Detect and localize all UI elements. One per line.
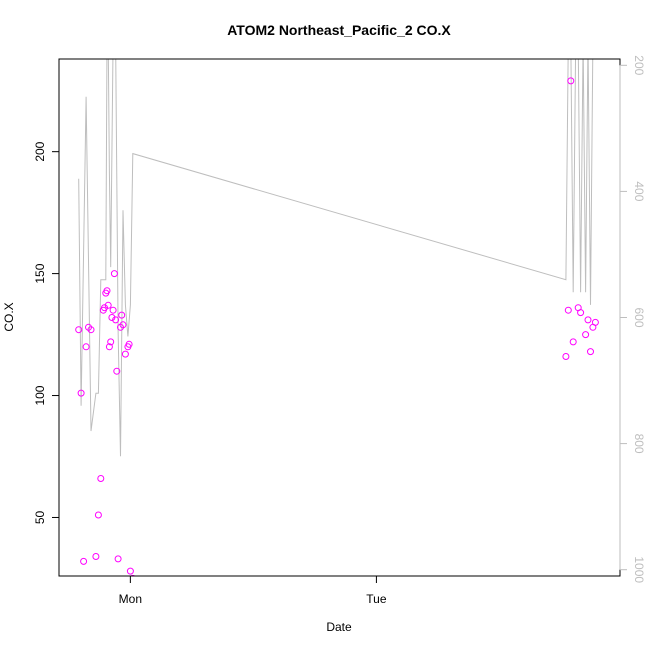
data-point <box>584 316 592 324</box>
data-point <box>582 331 590 339</box>
y-tick-label: 50 <box>33 510 47 524</box>
data-point <box>587 348 594 356</box>
data-point <box>113 367 121 375</box>
data-point <box>82 343 90 351</box>
data-point <box>121 350 129 358</box>
x-tick-label: Tue <box>366 592 387 606</box>
y-axis-label: CO.X <box>2 302 16 331</box>
right-tick-label: 1000 <box>632 556 646 583</box>
data-point <box>97 475 105 482</box>
data-point <box>114 555 122 563</box>
right-tick-label: 600 <box>632 307 646 327</box>
data-point <box>126 567 134 575</box>
data-point <box>105 343 113 351</box>
data-point <box>118 311 126 319</box>
plot-frame <box>58 58 621 577</box>
series-line <box>78 59 594 457</box>
data-point <box>567 77 575 85</box>
data-point <box>103 287 111 295</box>
data-point <box>109 306 117 314</box>
data-point <box>94 511 102 519</box>
data-point <box>104 301 112 309</box>
data-point <box>569 338 577 346</box>
data-point <box>562 353 570 360</box>
right-tick-label: 800 <box>632 434 646 454</box>
right-tick-label: 400 <box>632 181 646 201</box>
data-point <box>101 304 108 312</box>
x-axis-label: Date <box>326 620 352 634</box>
y-tick-label: 100 <box>33 385 47 405</box>
line-series <box>78 59 594 457</box>
y-axis: 50 100 150 200 <box>33 141 60 524</box>
data-point <box>591 318 599 326</box>
x-tick-label: Mon <box>119 592 142 606</box>
right-tick-label: 200 <box>632 55 646 75</box>
data-point <box>92 553 100 560</box>
data-point <box>564 306 572 314</box>
right-axis: 200 400 600 800 1000 <box>619 55 646 583</box>
data-point <box>87 326 95 334</box>
data-point <box>75 326 83 334</box>
data-point <box>80 557 88 565</box>
y-tick-label: 200 <box>33 141 47 161</box>
data-point <box>119 321 127 329</box>
data-point <box>77 389 85 397</box>
points-series <box>75 77 599 576</box>
x-axis: Mon Tue <box>119 575 387 606</box>
data-point <box>125 340 133 348</box>
y-tick-label: 150 <box>33 263 47 283</box>
data-point <box>110 270 118 278</box>
data-point <box>108 314 116 321</box>
data-point <box>130 574 136 576</box>
data-point <box>112 316 120 324</box>
chart-title: ATOM2 Northeast_Pacific_2 CO.X <box>227 22 451 38</box>
data-point <box>577 309 585 317</box>
data-point <box>107 338 115 346</box>
